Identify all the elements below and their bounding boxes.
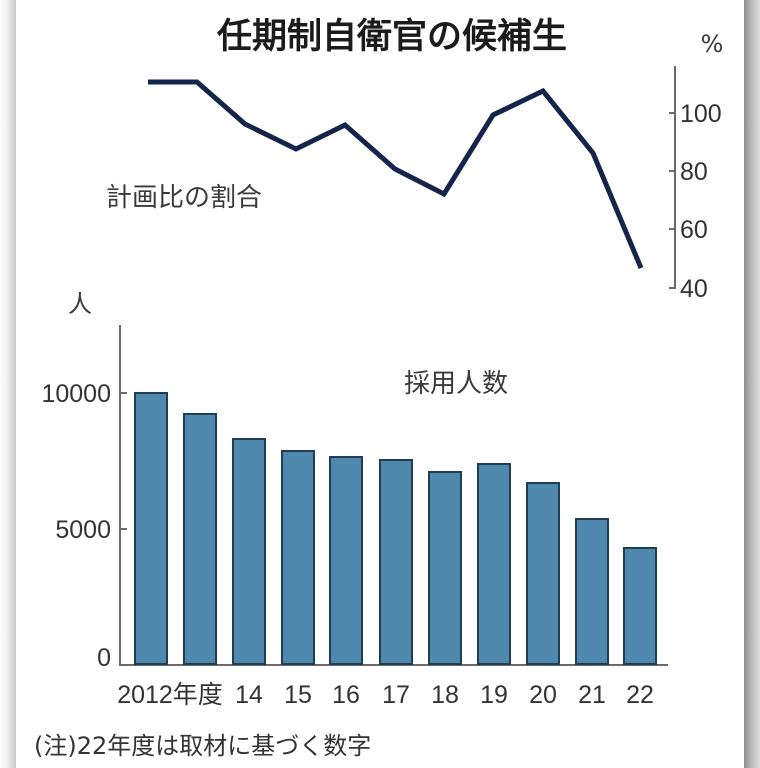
line-y-tick-label: 60 <box>680 216 708 244</box>
x-tick-label: 21 <box>578 681 606 709</box>
footnote: (注)22年度は取材に基づく数字 <box>34 732 371 760</box>
bar-2019 <box>477 463 511 665</box>
bar-y-tick-label: 5000 <box>55 516 111 544</box>
x-tick-label: 2012年度 <box>117 681 223 709</box>
x-tick-label: 16 <box>332 681 360 709</box>
line-chart: % 100 80 60 40 計画比の割合 <box>106 30 723 303</box>
bar-unit-label: 人 <box>68 290 92 318</box>
bar-2014 <box>232 438 266 665</box>
bar-2022 <box>623 547 657 665</box>
x-tick-label: 14 <box>235 681 263 709</box>
bar-2021 <box>575 518 609 665</box>
bar-2016 <box>329 456 363 665</box>
x-tick-label: 17 <box>382 681 410 709</box>
bar-2012 <box>134 392 168 665</box>
bar-chart: 人 10000 5000 0 採用人数 2012年度 14 <box>41 290 668 709</box>
bar-series-label: 採用人数 <box>404 369 508 399</box>
x-tick-label: 19 <box>480 681 508 709</box>
bar-2015 <box>281 450 315 665</box>
chart-card: 任期制自衛官の候補生 % 100 80 60 40 計画比の割合 人 100 0 <box>16 0 744 768</box>
bar-2020 <box>526 482 560 665</box>
left-shadow <box>0 0 16 768</box>
line-y-tick-label: 80 <box>680 158 708 186</box>
x-tick-label: 20 <box>529 681 557 709</box>
line-unit-label: % <box>701 30 724 58</box>
bar-2018 <box>428 471 462 665</box>
line-y-tick-label: 100 <box>680 100 722 128</box>
ratio-line <box>148 79 644 269</box>
bar-2017 <box>379 459 413 665</box>
chart-canvas: 任期制自衛官の候補生 % 100 80 60 40 計画比の割合 人 100 0 <box>34 17 723 760</box>
x-tick-label: 15 <box>284 681 312 709</box>
line-series-label: 計画比の割合 <box>106 183 262 213</box>
x-tick-label: 18 <box>431 681 459 709</box>
chart-title: 任期制自衛官の候補生 <box>217 17 567 57</box>
bar-y-tick-label: 0 <box>97 644 111 672</box>
bar-2013 <box>183 413 217 665</box>
bar-y-tick-label: 10000 <box>41 380 111 408</box>
line-y-tick-label: 40 <box>680 275 708 303</box>
right-shadow <box>744 0 760 768</box>
x-tick-label: 22 <box>626 681 654 709</box>
